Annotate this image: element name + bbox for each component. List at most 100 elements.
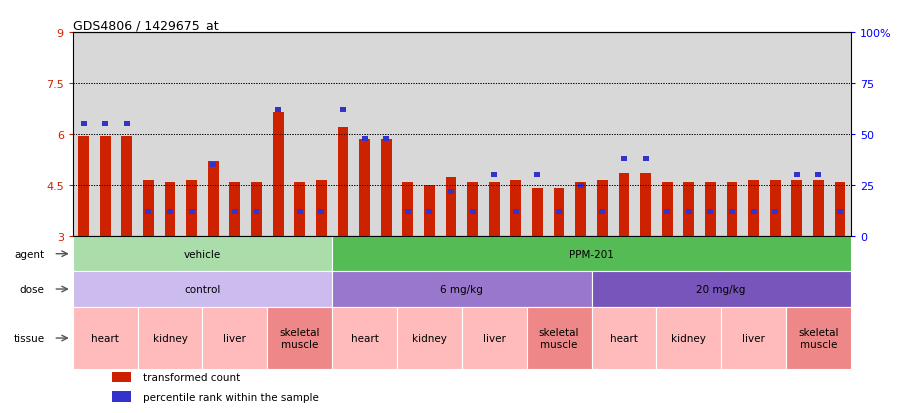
Bar (332, 237, 851, 272)
Bar (424, 185, 435, 237)
Bar (73, 33, 95, 237)
Text: PPM-201: PPM-201 (569, 249, 614, 259)
Text: liver: liver (743, 333, 765, 343)
Bar (511, 180, 521, 237)
Bar (359, 140, 370, 237)
Bar (461, 307, 527, 370)
Bar (705, 182, 716, 237)
Bar (619, 174, 630, 237)
Bar (340, 108, 346, 113)
Bar (556, 209, 562, 215)
Bar (553, 189, 564, 237)
Text: dose: dose (20, 284, 45, 294)
Bar (254, 209, 259, 215)
Bar (73, 307, 137, 370)
Bar (210, 163, 217, 168)
Bar (332, 307, 397, 370)
Bar (446, 177, 457, 237)
Bar (489, 182, 500, 237)
Bar (73, 237, 332, 272)
Bar (467, 182, 478, 237)
Bar (683, 182, 694, 237)
Bar (167, 209, 173, 215)
Bar (121, 136, 132, 237)
Bar (726, 182, 737, 237)
Bar (294, 182, 305, 237)
Bar (613, 33, 635, 237)
Bar (773, 209, 778, 215)
Bar (686, 209, 692, 215)
Bar (556, 209, 562, 215)
Bar (592, 307, 656, 370)
Bar (73, 272, 332, 307)
Bar (815, 173, 822, 178)
Bar (448, 189, 454, 194)
Bar (534, 173, 541, 178)
Bar (700, 33, 722, 237)
Bar (748, 180, 759, 237)
Bar (181, 33, 203, 237)
Bar (146, 209, 151, 215)
Bar (232, 209, 238, 215)
Bar (251, 182, 262, 237)
Bar (534, 173, 541, 178)
Text: tissue: tissue (14, 333, 45, 343)
Bar (511, 180, 521, 237)
Bar (332, 33, 354, 237)
Bar (770, 180, 781, 237)
Bar (251, 182, 262, 237)
Text: skeletal
muscle: skeletal muscle (279, 328, 320, 349)
Bar (570, 33, 592, 237)
Bar (722, 307, 786, 370)
Bar (275, 108, 281, 113)
Bar (662, 182, 672, 237)
Bar (707, 209, 713, 215)
Bar (656, 307, 722, 370)
Bar (815, 173, 822, 178)
Bar (254, 209, 259, 215)
Bar (513, 209, 519, 215)
Bar (273, 113, 284, 237)
Bar (575, 182, 586, 237)
Bar (427, 209, 432, 215)
Bar (294, 182, 305, 237)
Bar (397, 307, 462, 370)
Bar (467, 182, 478, 237)
Bar (764, 33, 786, 237)
Bar (340, 108, 346, 113)
Bar (505, 33, 527, 237)
Bar (229, 182, 240, 237)
Bar (397, 33, 419, 237)
Bar (380, 140, 391, 237)
Bar (705, 182, 716, 237)
Bar (165, 182, 176, 237)
Bar (188, 209, 195, 215)
Bar (786, 33, 808, 237)
Bar (427, 209, 432, 215)
Bar (78, 136, 89, 237)
Bar (683, 182, 694, 237)
Bar (794, 173, 800, 178)
Bar (489, 182, 500, 237)
Bar (619, 174, 630, 237)
Bar (100, 136, 111, 237)
Bar (707, 209, 713, 215)
Bar (402, 182, 413, 237)
Bar (380, 140, 391, 237)
Bar (578, 183, 583, 188)
Bar (318, 209, 324, 215)
Bar (621, 157, 627, 162)
Text: control: control (185, 284, 220, 294)
Bar (729, 209, 735, 215)
Bar (446, 177, 457, 237)
Bar (318, 209, 324, 215)
Bar (592, 33, 613, 237)
Bar (121, 136, 132, 237)
Bar (642, 157, 649, 162)
Bar (229, 182, 240, 237)
Bar (686, 209, 692, 215)
Bar (402, 182, 413, 237)
Bar (146, 209, 151, 215)
Bar (102, 122, 108, 127)
Bar (359, 140, 370, 237)
